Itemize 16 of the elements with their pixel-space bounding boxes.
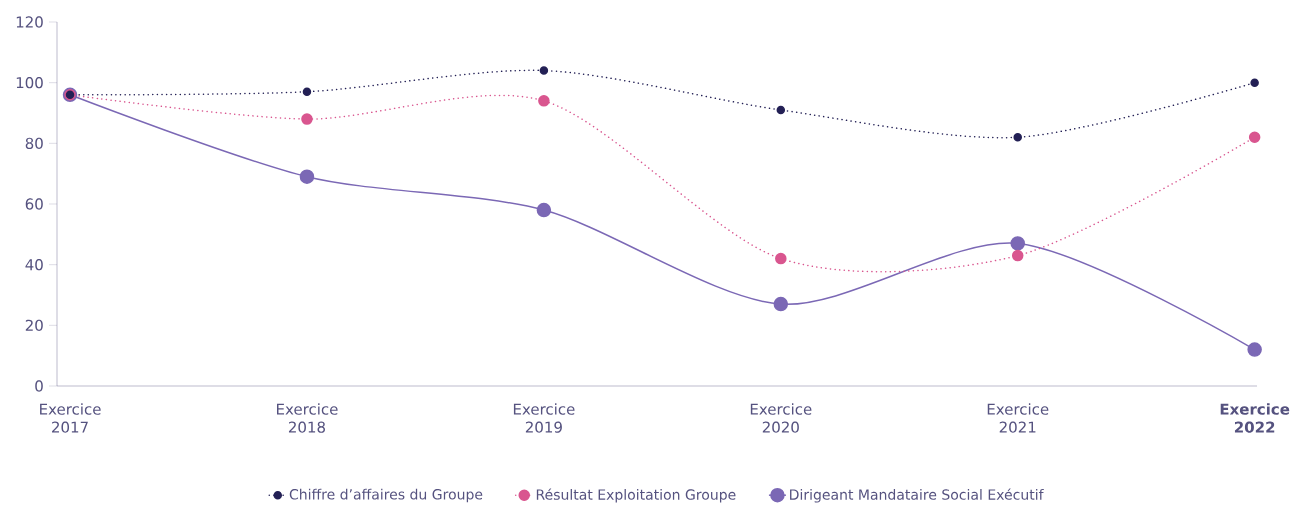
y-tick-label: 40 [25,258,43,271]
y-tick-label: 120 [16,16,43,28]
legend-label: Résultat Exploitation Groupe [536,488,736,503]
legend-label: Chiffre d’affaires du Groupe [289,488,483,503]
x-tick-label: Exercice 2017 [40,403,101,433]
y-tick-label: 100 [16,76,43,89]
x-tick-label: Exercice 2018 [277,403,338,433]
y-tick-label: 80 [25,137,43,150]
x-tick-label: Exercice 2022 [1220,403,1290,433]
legend-label: Dirigeant Mandataire Social Exécutif [790,488,1044,503]
y-tick-label: 20 [25,319,43,332]
x-tick-label: Exercice 2019 [513,403,575,433]
x-tick-label: Exercice 2020 [750,403,812,433]
y-tick-label: 0 [35,380,43,392]
x-tick-label: Exercice 2021 [987,403,1049,433]
y-tick-label: 60 [25,198,43,210]
